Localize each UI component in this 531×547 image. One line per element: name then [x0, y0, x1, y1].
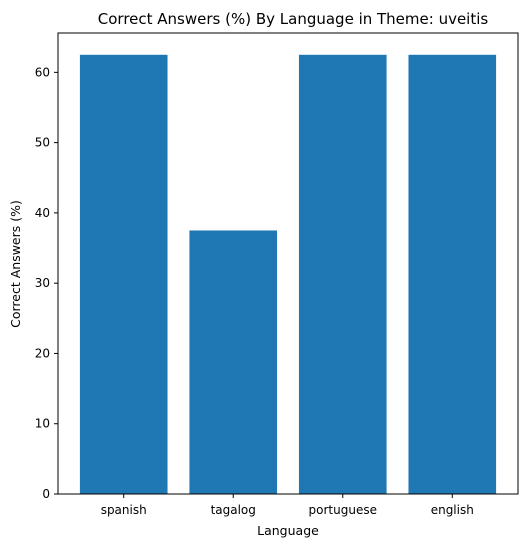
x-tick-label: portuguese — [309, 503, 377, 517]
y-tick-label: 30 — [35, 276, 50, 290]
bar-spanish — [79, 54, 168, 494]
bar-tagalog — [189, 230, 278, 494]
y-axis-label: Correct Answers (%) — [8, 200, 23, 328]
y-tick-label: 10 — [35, 417, 50, 431]
y-tick-label: 60 — [35, 65, 50, 79]
y-tick-label: 20 — [35, 346, 50, 360]
x-tick-label: english — [431, 503, 474, 517]
plot-area: spanish tagalog portuguese english 0 10 20 30 40… — [35, 54, 497, 517]
y-tick-label: 0 — [42, 487, 50, 501]
x-tick-label: spanish — [101, 503, 147, 517]
bar-english — [408, 54, 497, 494]
x-tick-label: tagalog — [211, 503, 256, 517]
chart-title: Correct Answers (%) By Language in Theme… — [98, 10, 489, 28]
x-axis-label: Language — [257, 523, 319, 538]
y-tick-label: 50 — [35, 136, 50, 150]
y-tick-label: 40 — [35, 206, 50, 220]
bar-portuguese — [298, 54, 387, 494]
plot-frame — [57, 32, 519, 495]
